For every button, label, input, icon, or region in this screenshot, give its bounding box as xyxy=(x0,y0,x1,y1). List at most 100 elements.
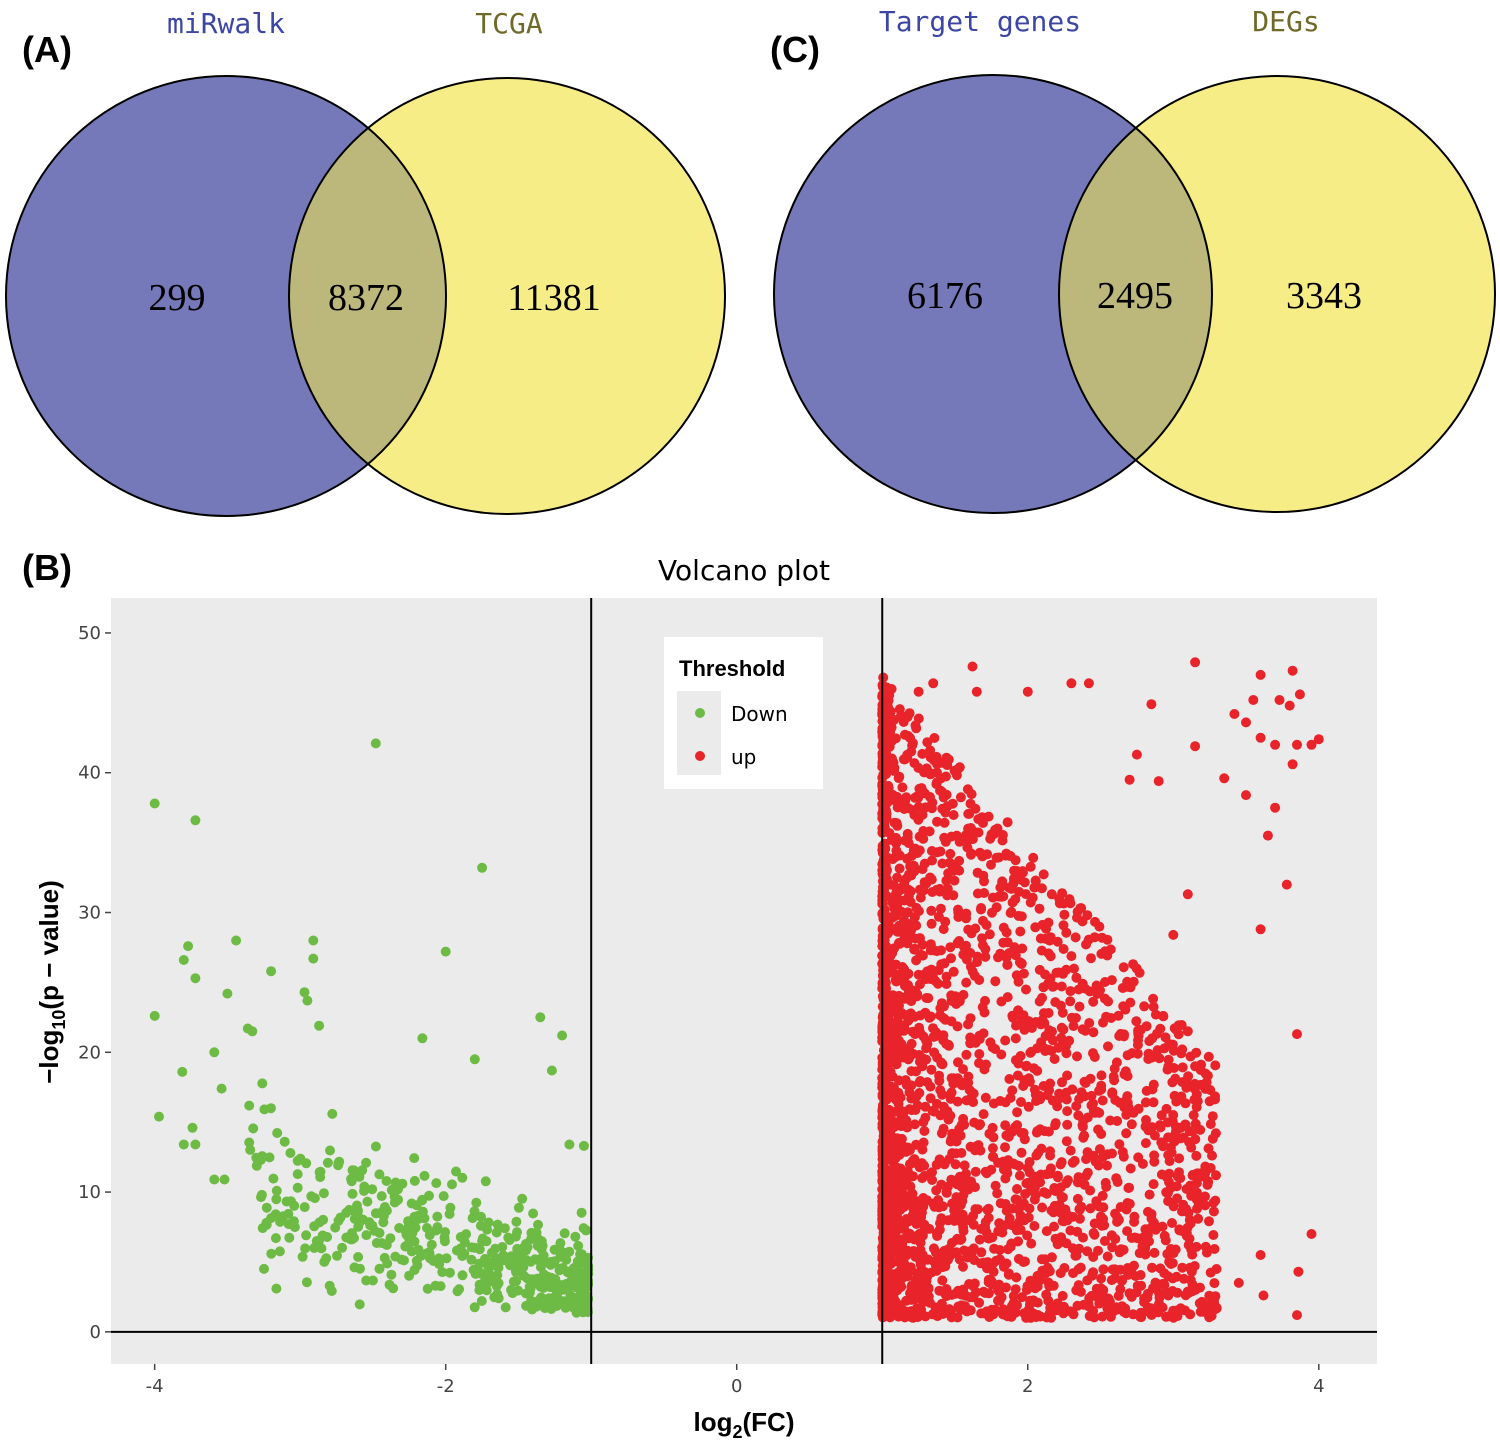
up-point xyxy=(1122,978,1133,989)
down-point xyxy=(178,955,189,965)
up-point xyxy=(1000,1173,1011,1184)
up-point xyxy=(958,1226,969,1236)
up-point xyxy=(1287,759,1298,770)
down-point xyxy=(349,1262,360,1273)
up-point xyxy=(1034,996,1045,1007)
up-point xyxy=(1047,1026,1057,1037)
up-point xyxy=(898,714,909,725)
up-point xyxy=(998,1261,1009,1272)
up-point xyxy=(913,1196,924,1207)
up-point xyxy=(1059,909,1070,920)
up-point xyxy=(1183,1207,1194,1218)
up-point xyxy=(936,1058,947,1069)
up-point xyxy=(1121,1128,1132,1139)
up-point xyxy=(933,1202,944,1213)
down-point xyxy=(546,1256,556,1267)
up-point xyxy=(1068,1268,1079,1279)
up-point xyxy=(961,1049,972,1060)
legend: Threshold Down up xyxy=(664,637,823,789)
down-point xyxy=(370,738,381,749)
up-point xyxy=(1023,1101,1034,1112)
up-point xyxy=(920,1112,931,1123)
down-point xyxy=(581,1225,592,1236)
up-point xyxy=(1000,1035,1011,1046)
up-point xyxy=(983,1288,994,1299)
down-point xyxy=(578,1140,589,1151)
down-point xyxy=(149,798,160,809)
up-point xyxy=(889,714,900,725)
up-point xyxy=(1306,1229,1317,1239)
up-point xyxy=(1065,986,1076,997)
venn-a-overlap-count: 8372 xyxy=(328,277,404,319)
up-point xyxy=(953,912,964,922)
down-point xyxy=(440,946,451,957)
down-point xyxy=(190,1139,201,1150)
down-point xyxy=(474,1244,485,1255)
up-point xyxy=(1096,1070,1107,1081)
up-point xyxy=(919,1126,930,1136)
up-point xyxy=(892,923,903,934)
down-point xyxy=(244,1137,255,1148)
up-point xyxy=(1160,1235,1171,1246)
down-point xyxy=(321,1253,332,1264)
up-point xyxy=(1209,1244,1220,1254)
up-point xyxy=(882,1226,893,1236)
up-point xyxy=(1170,1121,1181,1132)
up-point xyxy=(1077,1121,1088,1132)
up-point xyxy=(965,1013,976,1024)
up-point xyxy=(1025,1185,1036,1196)
up-point xyxy=(1099,1236,1110,1246)
down-point xyxy=(327,1108,338,1119)
up-point xyxy=(935,903,946,914)
up-point xyxy=(974,1058,984,1069)
up-point xyxy=(987,907,997,918)
up-point xyxy=(1284,700,1295,711)
up-point xyxy=(1088,1252,1099,1262)
up-point xyxy=(1110,1208,1121,1219)
up-point xyxy=(1161,1172,1172,1183)
up-point xyxy=(1008,1158,1019,1169)
up-point xyxy=(1200,1191,1210,1202)
up-point xyxy=(1055,1000,1066,1011)
up-point xyxy=(892,872,903,883)
up-point xyxy=(972,867,983,878)
up-point xyxy=(971,686,982,697)
up-point xyxy=(941,875,952,886)
panel-label-c: (C) xyxy=(770,29,820,70)
up-point xyxy=(1061,1040,1071,1051)
down-point xyxy=(474,1285,485,1296)
up-point xyxy=(1132,1048,1143,1059)
up-point xyxy=(961,1168,971,1179)
up-point xyxy=(1094,921,1105,932)
up-point xyxy=(1140,1138,1151,1149)
up-point xyxy=(928,945,939,956)
down-point xyxy=(491,1253,502,1264)
up-point xyxy=(1109,1264,1120,1275)
up-point xyxy=(1057,1290,1068,1301)
up-point xyxy=(926,846,937,856)
up-point xyxy=(948,1078,959,1089)
up-point xyxy=(1200,1161,1211,1172)
up-point xyxy=(1022,1163,1033,1173)
up-point xyxy=(886,1020,897,1031)
up-point xyxy=(1084,1293,1095,1304)
up-point xyxy=(914,884,925,895)
up-point xyxy=(1169,1090,1180,1101)
up-point xyxy=(910,933,921,944)
down-point xyxy=(330,1222,341,1233)
down-point xyxy=(359,1186,369,1196)
down-point xyxy=(309,1193,320,1204)
up-point xyxy=(932,816,942,827)
down-point xyxy=(481,1285,492,1296)
up-point xyxy=(1168,1201,1179,1212)
up-point xyxy=(883,708,894,719)
up-point xyxy=(916,1304,927,1315)
down-point xyxy=(354,1299,365,1310)
up-point xyxy=(1000,1199,1011,1209)
up-point xyxy=(965,1305,976,1316)
up-point xyxy=(1210,1091,1220,1102)
down-point xyxy=(190,973,201,984)
up-point xyxy=(921,1195,932,1206)
up-point xyxy=(886,684,897,694)
up-point xyxy=(967,1087,978,1098)
